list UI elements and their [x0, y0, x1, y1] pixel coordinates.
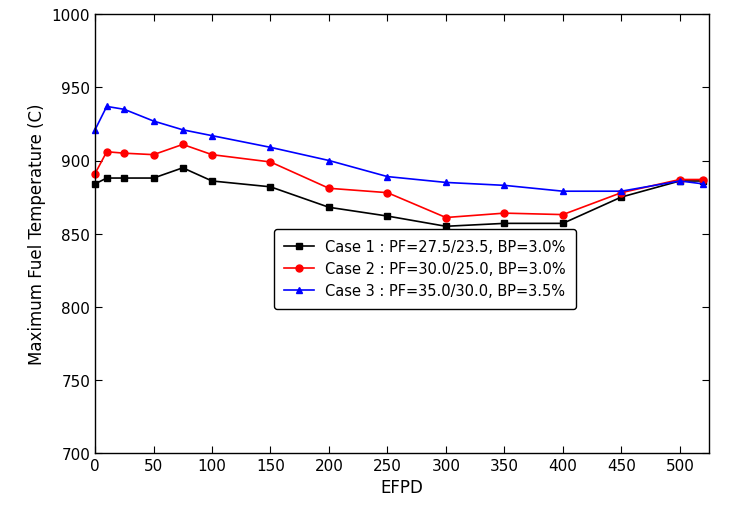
- Case 1 : PF=27.5/23.5, BP=3.0%: (25, 888): PF=27.5/23.5, BP=3.0%: (25, 888): [120, 176, 129, 182]
- Case 3 : PF=35.0/30.0, BP=3.5%: (400, 879): PF=35.0/30.0, BP=3.5%: (400, 879): [558, 189, 567, 195]
- X-axis label: EFPD: EFPD: [381, 478, 423, 496]
- Case 2 : PF=30.0/25.0, BP=3.0%: (500, 887): PF=30.0/25.0, BP=3.0%: (500, 887): [675, 177, 684, 183]
- Case 2 : PF=30.0/25.0, BP=3.0%: (200, 881): PF=30.0/25.0, BP=3.0%: (200, 881): [325, 186, 333, 192]
- Case 1 : PF=27.5/23.5, BP=3.0%: (200, 868): PF=27.5/23.5, BP=3.0%: (200, 868): [325, 205, 333, 211]
- Case 2 : PF=30.0/25.0, BP=3.0%: (25, 905): PF=30.0/25.0, BP=3.0%: (25, 905): [120, 151, 129, 157]
- Case 1 : PF=27.5/23.5, BP=3.0%: (300, 855): PF=27.5/23.5, BP=3.0%: (300, 855): [442, 224, 450, 230]
- Case 2 : PF=30.0/25.0, BP=3.0%: (250, 878): PF=30.0/25.0, BP=3.0%: (250, 878): [383, 190, 392, 196]
- Case 2 : PF=30.0/25.0, BP=3.0%: (450, 878): PF=30.0/25.0, BP=3.0%: (450, 878): [617, 190, 626, 196]
- Case 1 : PF=27.5/23.5, BP=3.0%: (450, 875): PF=27.5/23.5, BP=3.0%: (450, 875): [617, 194, 626, 201]
- Case 3 : PF=35.0/30.0, BP=3.5%: (350, 883): PF=35.0/30.0, BP=3.5%: (350, 883): [500, 183, 509, 189]
- Case 3 : PF=35.0/30.0, BP=3.5%: (500, 886): PF=35.0/30.0, BP=3.5%: (500, 886): [675, 179, 684, 185]
- Case 3 : PF=35.0/30.0, BP=3.5%: (75, 921): PF=35.0/30.0, BP=3.5%: (75, 921): [178, 127, 187, 133]
- Y-axis label: Maximum Fuel Temperature (C): Maximum Fuel Temperature (C): [28, 104, 46, 364]
- Line: Case 3 : PF=35.0/30.0, BP=3.5%: Case 3 : PF=35.0/30.0, BP=3.5%: [91, 104, 707, 195]
- Line: Case 1 : PF=27.5/23.5, BP=3.0%: Case 1 : PF=27.5/23.5, BP=3.0%: [91, 165, 707, 230]
- Case 3 : PF=35.0/30.0, BP=3.5%: (450, 879): PF=35.0/30.0, BP=3.5%: (450, 879): [617, 189, 626, 195]
- Case 2 : PF=30.0/25.0, BP=3.0%: (300, 861): PF=30.0/25.0, BP=3.0%: (300, 861): [442, 215, 450, 221]
- Case 1 : PF=27.5/23.5, BP=3.0%: (500, 886): PF=27.5/23.5, BP=3.0%: (500, 886): [675, 179, 684, 185]
- Case 2 : PF=30.0/25.0, BP=3.0%: (350, 864): PF=30.0/25.0, BP=3.0%: (350, 864): [500, 211, 509, 217]
- Case 3 : PF=35.0/30.0, BP=3.5%: (10, 937): PF=35.0/30.0, BP=3.5%: (10, 937): [102, 104, 111, 110]
- Case 1 : PF=27.5/23.5, BP=3.0%: (100, 886): PF=27.5/23.5, BP=3.0%: (100, 886): [208, 179, 216, 185]
- Case 3 : PF=35.0/30.0, BP=3.5%: (50, 927): PF=35.0/30.0, BP=3.5%: (50, 927): [149, 119, 158, 125]
- Case 2 : PF=30.0/25.0, BP=3.0%: (0, 891): PF=30.0/25.0, BP=3.0%: (0, 891): [91, 171, 99, 177]
- Case 1 : PF=27.5/23.5, BP=3.0%: (150, 882): PF=27.5/23.5, BP=3.0%: (150, 882): [266, 184, 275, 190]
- Case 1 : PF=27.5/23.5, BP=3.0%: (50, 888): PF=27.5/23.5, BP=3.0%: (50, 888): [149, 176, 158, 182]
- Case 2 : PF=30.0/25.0, BP=3.0%: (150, 899): PF=30.0/25.0, BP=3.0%: (150, 899): [266, 160, 275, 166]
- Case 2 : PF=30.0/25.0, BP=3.0%: (50, 904): PF=30.0/25.0, BP=3.0%: (50, 904): [149, 152, 158, 158]
- Line: Case 2 : PF=30.0/25.0, BP=3.0%: Case 2 : PF=30.0/25.0, BP=3.0%: [91, 142, 707, 221]
- Case 3 : PF=35.0/30.0, BP=3.5%: (150, 909): PF=35.0/30.0, BP=3.5%: (150, 909): [266, 145, 275, 151]
- Case 1 : PF=27.5/23.5, BP=3.0%: (350, 857): PF=27.5/23.5, BP=3.0%: (350, 857): [500, 221, 509, 227]
- Case 3 : PF=35.0/30.0, BP=3.5%: (25, 935): PF=35.0/30.0, BP=3.5%: (25, 935): [120, 107, 129, 113]
- Case 3 : PF=35.0/30.0, BP=3.5%: (520, 884): PF=35.0/30.0, BP=3.5%: (520, 884): [699, 182, 708, 188]
- Case 2 : PF=30.0/25.0, BP=3.0%: (400, 863): PF=30.0/25.0, BP=3.0%: (400, 863): [558, 212, 567, 218]
- Case 2 : PF=30.0/25.0, BP=3.0%: (100, 904): PF=30.0/25.0, BP=3.0%: (100, 904): [208, 152, 216, 158]
- Case 3 : PF=35.0/30.0, BP=3.5%: (100, 917): PF=35.0/30.0, BP=3.5%: (100, 917): [208, 133, 216, 139]
- Case 3 : PF=35.0/30.0, BP=3.5%: (250, 889): PF=35.0/30.0, BP=3.5%: (250, 889): [383, 174, 392, 180]
- Case 3 : PF=35.0/30.0, BP=3.5%: (200, 900): PF=35.0/30.0, BP=3.5%: (200, 900): [325, 158, 333, 164]
- Case 1 : PF=27.5/23.5, BP=3.0%: (400, 857): PF=27.5/23.5, BP=3.0%: (400, 857): [558, 221, 567, 227]
- Case 1 : PF=27.5/23.5, BP=3.0%: (520, 886): PF=27.5/23.5, BP=3.0%: (520, 886): [699, 179, 708, 185]
- Case 1 : PF=27.5/23.5, BP=3.0%: (10, 888): PF=27.5/23.5, BP=3.0%: (10, 888): [102, 176, 111, 182]
- Case 3 : PF=35.0/30.0, BP=3.5%: (0, 921): PF=35.0/30.0, BP=3.5%: (0, 921): [91, 127, 99, 133]
- Case 1 : PF=27.5/23.5, BP=3.0%: (75, 895): PF=27.5/23.5, BP=3.0%: (75, 895): [178, 165, 187, 172]
- Case 2 : PF=30.0/25.0, BP=3.0%: (10, 906): PF=30.0/25.0, BP=3.0%: (10, 906): [102, 149, 111, 155]
- Case 2 : PF=30.0/25.0, BP=3.0%: (520, 887): PF=30.0/25.0, BP=3.0%: (520, 887): [699, 177, 708, 183]
- Case 2 : PF=30.0/25.0, BP=3.0%: (75, 911): PF=30.0/25.0, BP=3.0%: (75, 911): [178, 142, 187, 148]
- Legend: Case 1 : PF=27.5/23.5, BP=3.0%, Case 2 : PF=30.0/25.0, BP=3.0%, Case 3 : PF=35.0: Case 1 : PF=27.5/23.5, BP=3.0%, Case 2 :…: [274, 229, 576, 309]
- Case 1 : PF=27.5/23.5, BP=3.0%: (250, 862): PF=27.5/23.5, BP=3.0%: (250, 862): [383, 214, 392, 220]
- Case 1 : PF=27.5/23.5, BP=3.0%: (0, 884): PF=27.5/23.5, BP=3.0%: (0, 884): [91, 182, 99, 188]
- Case 3 : PF=35.0/30.0, BP=3.5%: (300, 885): PF=35.0/30.0, BP=3.5%: (300, 885): [442, 180, 450, 186]
